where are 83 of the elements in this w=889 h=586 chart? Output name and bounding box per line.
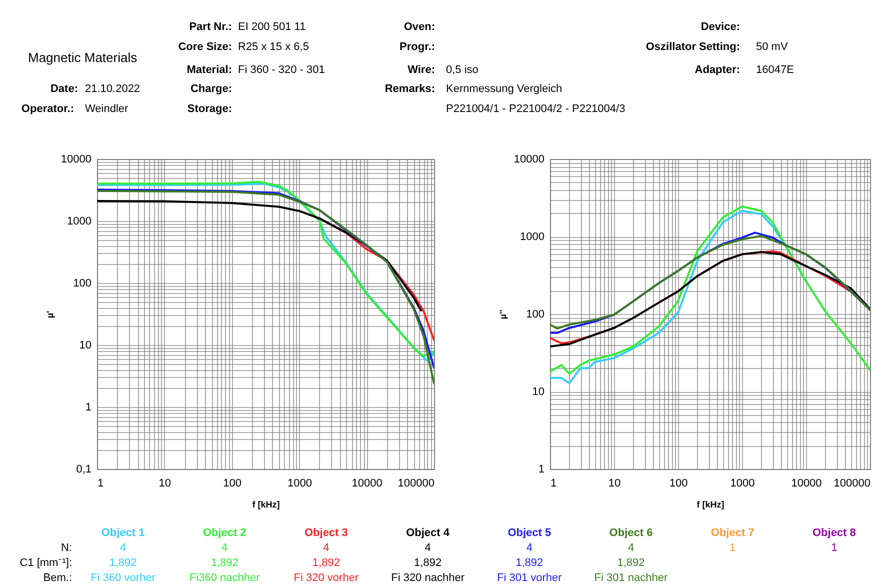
x-tick-label: 10000 bbox=[791, 478, 822, 490]
x-tick-label: 10000 bbox=[352, 478, 382, 490]
text: 1 bbox=[831, 542, 838, 555]
x-axis-title: f [kHz] bbox=[696, 500, 724, 510]
text: 16047E bbox=[756, 64, 794, 77]
y-tick-label: 10 bbox=[79, 340, 92, 352]
text: Progr.: bbox=[400, 41, 435, 54]
text: Fi 360 - 320 - 301 bbox=[238, 64, 325, 77]
x-tick-label: 1 bbox=[98, 478, 104, 490]
text: 1,892 bbox=[516, 557, 544, 570]
text: C1 [mm⁻¹]: bbox=[20, 557, 72, 570]
text: 4 bbox=[222, 542, 228, 555]
text: Part Nr.: bbox=[189, 21, 232, 34]
text: Fi 320 nachher bbox=[391, 572, 464, 585]
text: 1,892 bbox=[109, 557, 137, 570]
y-tick-label: 10000 bbox=[514, 154, 544, 166]
x-tick-label: 100000 bbox=[398, 478, 434, 490]
x-tick-label: 100 bbox=[669, 478, 688, 490]
category-label: Object 2 bbox=[202, 527, 246, 540]
text: 1,892 bbox=[210, 557, 238, 570]
category-label: Object 4 bbox=[406, 527, 450, 540]
text: P221004/1 - P221004/2 - P221004/3 bbox=[446, 103, 626, 116]
text: Adapter: bbox=[694, 64, 740, 77]
category-label: Object 6 bbox=[609, 527, 653, 540]
text: EI 200 501 11 bbox=[238, 21, 306, 34]
text: Fi 320 vorher bbox=[294, 572, 359, 585]
y-tick-label: 1 bbox=[85, 402, 92, 414]
x-tick-label: 1 bbox=[550, 478, 557, 490]
text: 21.10.2022 bbox=[85, 83, 140, 96]
y-axis-title: µ' bbox=[44, 310, 55, 318]
text: 4 bbox=[628, 542, 634, 555]
text: Fi 301 nachher bbox=[594, 572, 668, 585]
text: R25 x 15 x 6,5 bbox=[238, 41, 309, 54]
x-tick-label: 10 bbox=[608, 478, 621, 490]
x-tick-label: 1000 bbox=[730, 478, 755, 490]
category-label: Object 7 bbox=[710, 527, 754, 540]
text: 4 bbox=[526, 542, 532, 555]
x-tick-label: 100 bbox=[223, 478, 242, 490]
y-tick-label: 0,1 bbox=[76, 464, 92, 476]
category-label: Object 5 bbox=[508, 527, 552, 540]
y-axis-title: µ'' bbox=[498, 310, 508, 320]
y-tick-label: 100 bbox=[526, 308, 544, 320]
text: Charge: bbox=[190, 83, 232, 96]
category-label: Object 3 bbox=[304, 527, 348, 540]
text: Oszillator Setting: bbox=[646, 41, 740, 54]
y-tick-label: 1000 bbox=[67, 216, 92, 228]
text: Wire: bbox=[408, 64, 435, 77]
text: 4 bbox=[323, 542, 330, 555]
text: 1,892 bbox=[414, 557, 442, 570]
text: Core Size: bbox=[178, 41, 232, 54]
text: N: bbox=[61, 542, 72, 555]
text: 1,892 bbox=[617, 557, 645, 570]
text: 50 mV bbox=[756, 41, 788, 54]
text: 4 bbox=[120, 542, 126, 555]
y-tick-label: 1 bbox=[538, 464, 544, 476]
x-axis-title: f [kHz] bbox=[252, 500, 280, 510]
y-tick-label: 10000 bbox=[60, 154, 92, 166]
x-tick-label: 10 bbox=[158, 478, 172, 490]
y-tick-label: 1000 bbox=[520, 231, 544, 243]
text: Bem.: bbox=[43, 572, 72, 585]
text: Date: bbox=[50, 83, 78, 96]
text: Weindler bbox=[85, 103, 128, 116]
text: Operator.: bbox=[21, 103, 74, 116]
text: 1 bbox=[730, 542, 736, 555]
y-tick-label: 10 bbox=[532, 386, 544, 398]
x-tick-label: 100000 bbox=[834, 478, 870, 490]
x-tick-label: 1000 bbox=[287, 478, 312, 490]
category-label: Object 1 bbox=[101, 527, 145, 540]
text: 1,892 bbox=[312, 557, 340, 570]
text: Material: bbox=[186, 64, 232, 77]
text: Device: bbox=[700, 21, 740, 34]
text: Kernmessung Vergleich bbox=[446, 83, 562, 96]
text: Oven: bbox=[404, 21, 435, 34]
text: Fi 360 vorher bbox=[90, 572, 156, 585]
text: 0,5 iso bbox=[446, 64, 478, 77]
text: Fi 301 vorher bbox=[496, 572, 562, 585]
text: Storage: bbox=[187, 103, 232, 116]
text: 4 bbox=[424, 542, 431, 555]
y-tick-label: 100 bbox=[73, 278, 92, 290]
category-label: Object 8 bbox=[812, 527, 856, 540]
text: Magnetic Materials bbox=[28, 50, 138, 65]
text: Fi360 nachher bbox=[189, 572, 260, 585]
text: Remarks: bbox=[384, 83, 435, 96]
